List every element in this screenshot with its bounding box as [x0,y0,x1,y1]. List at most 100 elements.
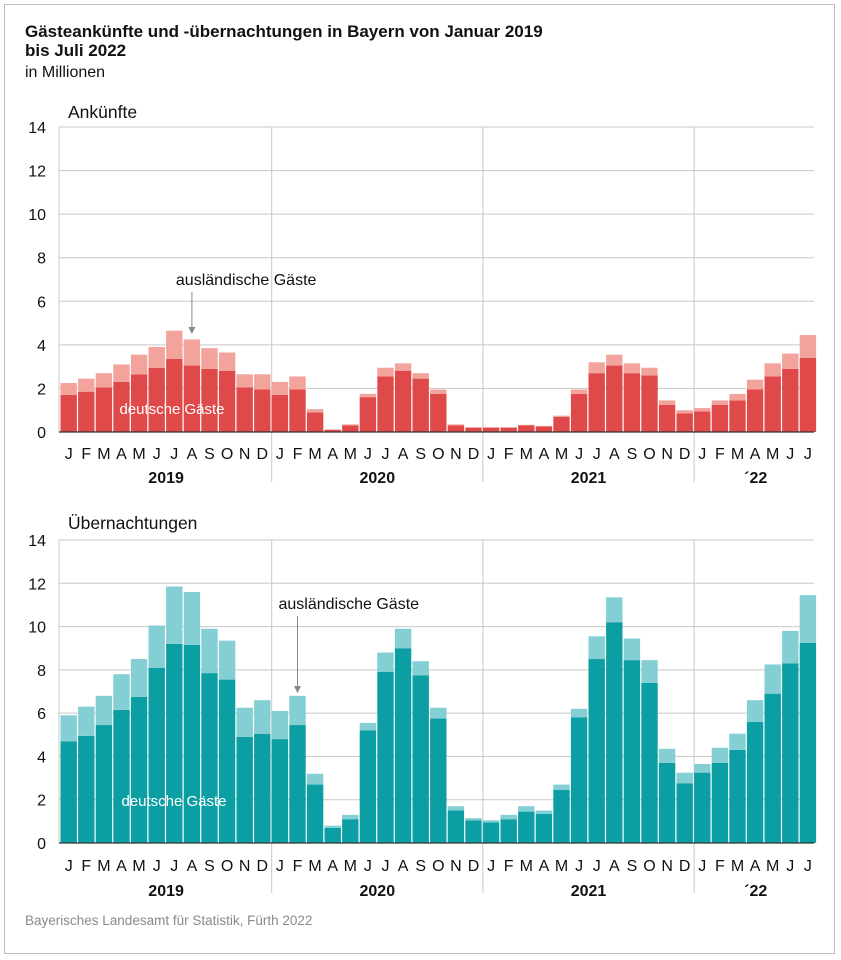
ankuenfte-month-label: A [609,446,620,463]
uebernachtungen-bar-domestic [570,717,588,843]
source-note: Bayerisches Landesamt für Statistik, Für… [25,913,313,928]
uebernachtungen-month-label: J [364,858,372,875]
ankuenfte-bar-domestic [676,413,693,432]
uebernachtungen-month-label: F [81,858,91,875]
ankuenfte-bar-foreign [412,373,429,379]
uebernachtungen-month-label: A [116,858,127,875]
uebernachtungen-month-label: M [520,858,533,875]
uebernachtungen-bar-domestic [447,810,465,843]
uebernachtungen-bar-domestic [166,643,183,843]
ankuenfte-bar-domestic [623,373,641,432]
ankuenfte-month-label: N [661,446,673,463]
ankuenfte-month-label: M [308,446,321,463]
ankuenfte-month-label: N [239,446,251,463]
ankuenfte-bar-foreign [201,348,218,369]
ankuenfte-month-label: J [575,446,583,463]
uebernachtungen-bar-foreign [729,733,746,750]
ankuenfte-bar-foreign [236,374,253,388]
ankuenfte-bar-domestic [799,357,817,432]
ankuenfte-month-label: M [766,446,779,463]
chart-subtitle: in Millionen [25,64,106,81]
uebernachtungen-bar-foreign [482,820,500,823]
uebernachtungen-bar-domestic [130,696,148,843]
ankuenfte-month-label: F [293,446,303,463]
uebernachtungen-bar-foreign [694,764,711,773]
ankuenfte-month-label: M [731,446,744,463]
uebernachtungen-bar-foreign [764,664,781,694]
ankuenfte-bar-foreign [306,409,324,413]
uebernachtungen-bar-foreign [78,706,95,736]
uebernachtungen-month-label: J [786,858,794,875]
ankuenfte-bar-foreign [588,362,605,374]
uebernachtungen-month-label: J [698,858,706,875]
chart-title: Gästeankünfte und -übernachtungen in Bay… [25,22,543,60]
ankuenfte-bar-foreign [623,363,641,374]
ankuenfte-month-label: J [593,446,601,463]
uebernachtungen-year-label: 2019 [148,883,184,900]
uebernachtungen-month-label: J [276,858,284,875]
ankuenfte-month-label: M [132,446,145,463]
uebernachtungen-annotation-arrowhead [294,686,301,693]
ankuenfte-month-label: M [520,446,533,463]
uebernachtungen-month-label: M [766,858,779,875]
uebernachtungen-bar-domestic [482,822,500,843]
uebernachtungen-bar-foreign [430,707,447,719]
ankuenfte-bar-domestic [218,371,236,432]
ankuenfte-month-label: D [468,446,480,463]
ankuenfte-month-label: M [97,446,110,463]
uebernachtungen-month-label: A [609,858,620,875]
uebernachtungen-month-label: J [382,858,390,875]
uebernachtungen-bar-domestic [535,813,553,843]
ankuenfte-bar-domestic [113,381,130,432]
ankuenfte-bar-foreign [148,347,165,368]
ankuenfte-y-tick-label: 4 [37,338,46,355]
ankuenfte-month-label: J [170,446,178,463]
uebernachtungen-bar-foreign [782,630,799,664]
uebernachtungen-bar-foreign [148,625,165,668]
ankuenfte-month-label: D [679,446,691,463]
uebernachtungen-y-tick-label: 0 [37,836,46,853]
ankuenfte-month-label: S [627,446,638,463]
uebernachtungen-bar-foreign [606,597,623,623]
uebernachtungen-bar-foreign [254,700,271,734]
uebernachtungen-month-label: F [293,858,303,875]
ankuenfte-bar-foreign [377,367,394,377]
ankuenfte-y-tick-label: 14 [28,120,46,137]
uebernachtungen-month-label: N [450,858,462,875]
uebernachtungen-bar-foreign [130,659,148,697]
uebernachtungen-bar-foreign [377,652,394,673]
ankuenfte-bar-foreign [782,353,799,369]
ankuenfte-bar-domestic [201,368,218,432]
ankuenfte-month-label: M [344,446,357,463]
uebernachtungen-bar-foreign [799,595,817,643]
ankuenfte-bar-foreign [289,376,306,390]
uebernachtungen-month-label: M [344,858,357,875]
ankuenfte-month-label: A [539,446,550,463]
ankuenfte-bar-foreign [694,408,711,412]
ankuenfte-bar-domestic [148,367,165,432]
ankuenfte-y-tick-label: 10 [28,207,46,224]
chart-frame [4,4,835,954]
uebernachtungen-month-label: O [221,858,233,875]
uebernachtungen-month-label: J [804,858,812,875]
uebernachtungen-month-label: F [504,858,514,875]
uebernachtungen-bar-domestic [694,772,711,843]
ankuenfte-bar-domestic [271,394,289,432]
ankuenfte-panel-title: Ankünfte [68,102,137,122]
ankuenfte-bar-domestic [782,368,799,432]
ankuenfte-y-tick-label: 8 [37,251,46,268]
uebernachtungen-bar-domestic [342,819,359,843]
uebernachtungen-y-tick-label: 10 [28,620,46,637]
uebernachtungen-month-label: O [643,858,655,875]
ankuenfte-bar-domestic [518,425,535,432]
uebernachtungen-bar-foreign [289,695,306,726]
uebernachtungen-bar-domestic [95,725,113,843]
ankuenfte-bar-foreign [78,378,95,392]
uebernachtungen-bar-domestic [465,820,482,843]
ankuenfte-bar-domestic [130,374,148,432]
ankuenfte-bar-domestic [535,426,553,432]
uebernachtungen-bar-domestic [553,789,570,843]
ankuenfte-bar-foreign [606,354,623,366]
ankuenfte-bar-foreign [447,424,465,426]
ankuenfte-bar-domestic [95,387,113,432]
